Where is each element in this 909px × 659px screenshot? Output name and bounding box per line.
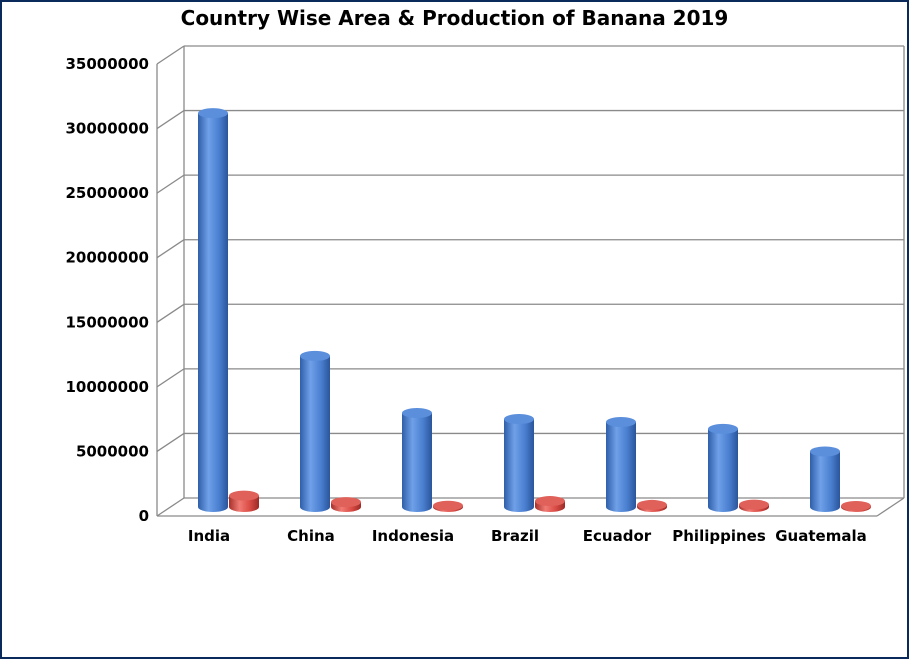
bar-top: [739, 499, 769, 510]
y-tick-label: 25000000: [66, 184, 150, 202]
bar-top: [433, 500, 463, 511]
bar-top: [841, 500, 871, 511]
y-tick-label: 5000000: [76, 442, 149, 460]
labels: 0 5000000 10000000 15000000 20000000 25000000…: [66, 55, 867, 545]
y-tick-label: 20000000: [66, 249, 150, 267]
bar-series1: [300, 350, 330, 512]
bar-top: [535, 496, 565, 507]
bar-series2: [433, 500, 463, 512]
bar-series2: [229, 490, 259, 512]
x-tick-label: Indonesia: [372, 527, 454, 545]
bar-series2: [739, 499, 769, 512]
bar-top: [504, 414, 534, 425]
bar-series2: [841, 500, 871, 512]
bar-top: [402, 407, 432, 418]
y-tick-label: 10000000: [66, 378, 150, 396]
bar-top: [637, 499, 667, 510]
x-tick-label: Ecuador: [583, 527, 652, 545]
floor-right-edge: [876, 497, 905, 517]
x-tick-label: Brazil: [491, 527, 539, 545]
bar-series1: [198, 108, 228, 512]
bar-top: [606, 417, 636, 428]
bar-top: [198, 108, 228, 119]
bar-body: [708, 428, 738, 512]
bar-series1: [402, 407, 432, 512]
gridline-depth: [156, 45, 185, 65]
bar-top: [810, 446, 840, 457]
gridline-depth: [156, 110, 185, 130]
gridline-depth: [156, 303, 185, 323]
bar-series1: [504, 414, 534, 512]
gridline-depth: [156, 239, 185, 259]
bar-series1: [810, 446, 840, 512]
bar-body: [198, 113, 228, 512]
bar-series2: [637, 499, 667, 512]
gridline-depth: [156, 368, 185, 388]
bar-series2: [535, 496, 565, 512]
gridline-depth: [156, 432, 185, 452]
bar-series1: [606, 417, 636, 512]
bar-body: [300, 355, 330, 512]
bar-top: [331, 497, 361, 508]
bar-body: [606, 422, 636, 512]
x-tick-label: Philippines: [672, 527, 766, 545]
y-tick-label: 15000000: [66, 313, 150, 331]
y-tick-label: 0: [139, 507, 149, 525]
chart-title: Country Wise Area & Production of Banana…: [180, 6, 729, 30]
x-tick-label: China: [287, 527, 335, 545]
gridline-depth: [156, 174, 185, 194]
bar-body: [504, 419, 534, 512]
x-tick-label: Guatemala: [775, 527, 866, 545]
bar-series1: [708, 423, 738, 512]
bars: [198, 108, 871, 512]
gridline-depth: [156, 497, 185, 517]
bar-series2: [331, 497, 361, 512]
bar-body: [402, 412, 432, 512]
y-tick-label: 35000000: [66, 55, 150, 73]
y-tick-label: 30000000: [66, 120, 150, 138]
x-tick-label: India: [188, 527, 230, 545]
bar-top: [300, 350, 330, 361]
bar-body: [810, 451, 840, 512]
bar-top: [708, 423, 738, 434]
bar-top: [229, 490, 259, 501]
